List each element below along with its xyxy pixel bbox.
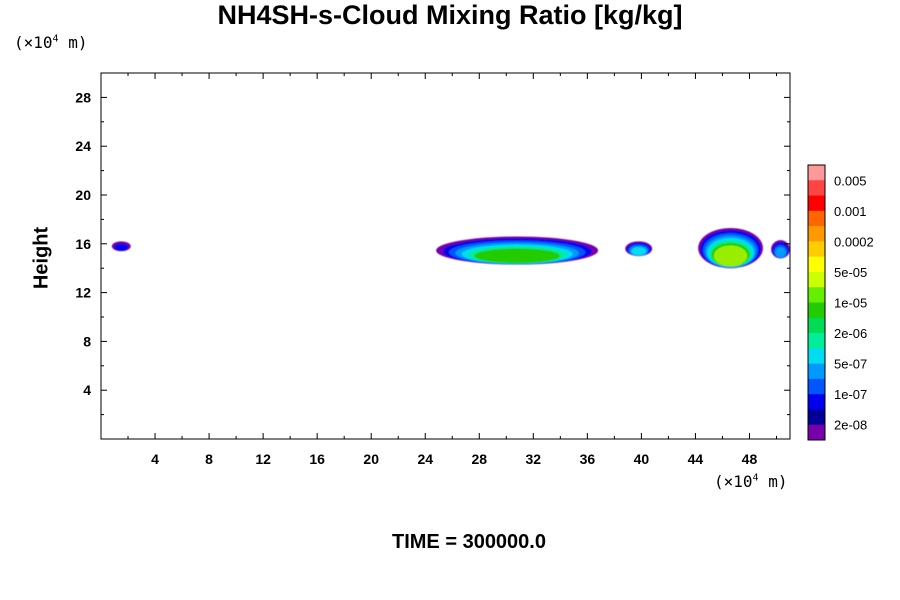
colorbar-label: 5e-05	[834, 265, 867, 280]
colorbar-swatch	[808, 333, 825, 349]
cloud-contour	[114, 243, 129, 251]
colorbar: 0.005 0.001 0.0002 5e-05 1e-05 2e-06 5e-07 1e-0…	[807, 164, 874, 441]
x-axis: 4 8 12 16 20 24 28 32 36 40 44 48	[127, 73, 777, 467]
colorbar-swatch	[808, 271, 825, 288]
x-tick-label: 16	[309, 451, 325, 467]
colorbar-label: 1e-05	[834, 296, 867, 311]
x-tick-label: 40	[634, 451, 650, 467]
plot-frame	[100, 72, 791, 440]
y-axis: 4 8 12 16 20 24 28	[75, 89, 790, 416]
x-tick-label: 8	[205, 451, 213, 467]
colorbar-label: 0.0002	[834, 234, 874, 249]
cloud-region	[625, 241, 653, 256]
x-tick-label: 24	[417, 451, 433, 467]
x-tick-label: 12	[255, 451, 271, 467]
colorbar-swatch	[808, 363, 825, 380]
cloud-region	[436, 236, 599, 265]
colorbar-swatch	[808, 317, 825, 334]
colorbar-label: 2e-08	[834, 418, 867, 433]
cloud-contour	[713, 245, 748, 267]
colorbar-label: 0.005	[834, 173, 867, 188]
colorbar-label: 2e-06	[834, 326, 867, 341]
colorbar-label: 1e-07	[834, 387, 867, 402]
colorbar-swatch	[808, 180, 825, 196]
cloud-region	[698, 227, 763, 269]
cloud-contour	[774, 246, 787, 258]
x-tick-label: 48	[742, 451, 758, 467]
chart-title: NH4SH-s-Cloud Mixing Ratio [kg/kg]	[217, 0, 683, 30]
cloud-contour	[474, 248, 560, 264]
x-tick-label: 44	[688, 451, 704, 467]
colorbar-swatch	[808, 195, 825, 212]
x-tick-label: 36	[580, 451, 596, 467]
colorbar-swatch	[808, 424, 825, 441]
colorbar-swatch	[808, 165, 825, 181]
y-tick-label: 20	[75, 187, 91, 203]
time-footer: TIME = 300000.0	[392, 531, 546, 553]
colorbar-swatch	[808, 409, 825, 426]
colorbar-swatch	[808, 241, 825, 257]
colorbar-swatch	[808, 287, 825, 303]
colorbar-swatch	[808, 394, 825, 410]
colorbar-frame	[807, 164, 826, 441]
y-tick-label: 16	[75, 236, 91, 252]
y-tick-label: 4	[83, 382, 91, 398]
x-unit-label: (×104 m)	[714, 472, 788, 491]
colorbar-swatch	[808, 348, 825, 364]
x-tick-label: 28	[471, 451, 487, 467]
x-tick-label: 32	[526, 451, 542, 467]
colorbar-label: 5e-07	[834, 357, 867, 372]
x-tick-label: 4	[151, 451, 159, 467]
cloud-region	[771, 240, 790, 259]
y-unit-label: (×104 m)	[14, 33, 88, 52]
colorbar-swatch	[808, 378, 825, 395]
y-tick-label: 12	[75, 285, 91, 301]
colorbar-swatch	[808, 256, 825, 273]
cloud-fields	[111, 227, 790, 269]
colorbar-swatch	[808, 210, 825, 227]
colorbar-swatch	[808, 226, 825, 242]
cloud-contour	[631, 247, 647, 256]
y-tick-label: 24	[75, 138, 91, 154]
x-tick-label: 20	[363, 451, 379, 467]
cloud-region	[111, 241, 131, 252]
y-tick-label: 28	[75, 89, 91, 105]
colorbar-label: 0.001	[834, 204, 867, 219]
colorbar-swatch	[808, 302, 825, 319]
y-tick-label: 8	[83, 333, 91, 349]
